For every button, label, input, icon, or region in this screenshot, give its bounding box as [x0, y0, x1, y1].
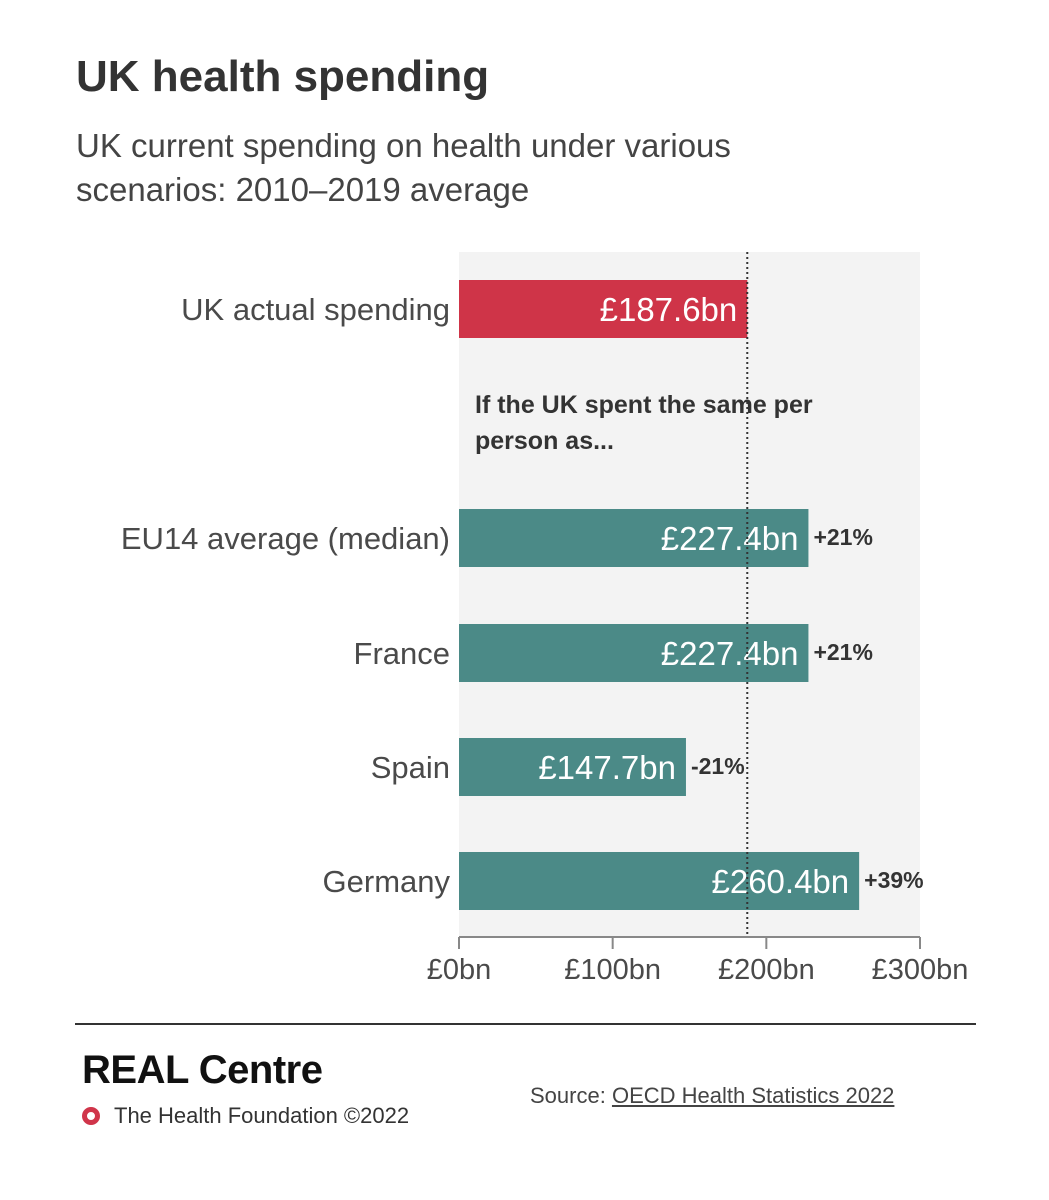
foundation-credit: The Health Foundation ©2022: [82, 1103, 409, 1129]
bar-value-label: £227.4bn: [661, 635, 799, 672]
bar-chart: UK actual spending £187.6bn EU14 average (…: [121, 252, 969, 986]
plot-background: [459, 252, 920, 937]
bar: [459, 624, 809, 682]
category-label: Germany: [323, 864, 451, 899]
x-tick-label: £300bn: [872, 954, 969, 986]
footer-divider: [75, 1023, 976, 1025]
category-label: EU14 average (median): [121, 521, 450, 556]
x-tick-label: £200bn: [718, 954, 815, 986]
chart-subtitle: UK current spending on health under vari…: [76, 127, 731, 208]
bar-value-label: £187.6bn: [600, 291, 738, 328]
source-note: Source: OECD Health Statistics 2022: [530, 1083, 894, 1109]
source-link[interactable]: OECD Health Statistics 2022: [611, 1083, 895, 1108]
bar: [459, 509, 809, 567]
chart-title: UK health spending: [76, 52, 490, 101]
category-label: France: [354, 636, 450, 671]
change-label: +39%: [864, 867, 923, 893]
category-label: Spain: [371, 750, 450, 785]
bar: [459, 738, 686, 796]
bar-value-label: £260.4bn: [712, 863, 850, 900]
change-label: -21%: [691, 753, 745, 779]
x-tick-label: £100bn: [564, 954, 661, 986]
brand-name: REAL Centre: [82, 1048, 323, 1092]
change-label: +21%: [813, 639, 872, 665]
bar: [459, 280, 748, 338]
source-prefix: Source:: [530, 1083, 606, 1108]
category-label: UK actual spending: [181, 292, 450, 327]
foundation-name: The Health Foundation ©2022: [114, 1103, 410, 1128]
x-tick-label: £0bn: [427, 954, 492, 986]
bar: [459, 852, 860, 910]
bar-value-label: £147.7bn: [538, 749, 676, 786]
annotation-text: If the UK spent the same per person as...: [475, 391, 813, 455]
bar-value-label: £227.4bn: [661, 520, 799, 557]
foundation-logo-icon: [82, 1107, 100, 1125]
change-label: +21%: [813, 524, 872, 550]
